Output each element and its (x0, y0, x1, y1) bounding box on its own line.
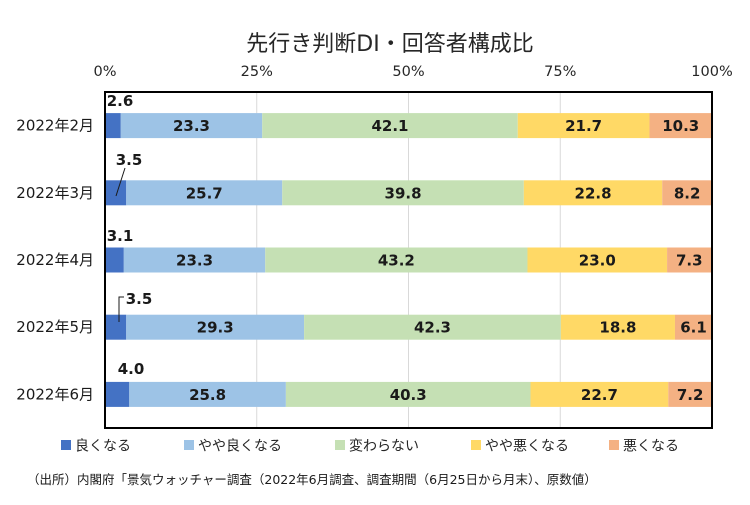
data-label: 4.0 (118, 360, 145, 378)
bar-segment (517, 113, 650, 139)
bar-segment (668, 381, 712, 407)
bar-segment (105, 381, 130, 407)
x-tick-label: 25% (241, 64, 273, 80)
legend-label: 良くなる (75, 439, 131, 455)
legend-swatch (471, 440, 481, 450)
leader-line (115, 167, 126, 197)
data-label: 3.5 (126, 290, 153, 308)
bar-segment (126, 314, 305, 340)
bar-segment (129, 381, 286, 407)
data-label: 6.1 (680, 319, 707, 337)
data-label: 10.3 (662, 117, 699, 135)
bar-segment (560, 314, 675, 340)
plot-area-border (104, 91, 713, 429)
data-label: 22.7 (581, 386, 618, 404)
bar-segment (282, 180, 524, 206)
data-label: 21.7 (565, 117, 602, 135)
bar-segment (265, 247, 528, 273)
source-footnote: （出所）内閣府「景気ウォッチャー調査（2022年6月調査、調査期間（6月25日か… (27, 472, 597, 487)
category-label: 2022年3月 (16, 184, 94, 202)
data-label: 3.5 (116, 151, 143, 169)
legend-swatch (61, 440, 71, 450)
category-label: 2022年5月 (16, 318, 94, 336)
bar-segment (262, 113, 518, 139)
x-tick-label: 0% (93, 64, 116, 80)
bar-segment (649, 113, 712, 139)
legend-swatch (335, 440, 345, 450)
bar-segment (105, 180, 127, 206)
data-label: 42.1 (371, 117, 408, 135)
bar-segment (105, 247, 124, 273)
x-axis-tick-labels: 0% 25% 50% 75% 100% (93, 64, 732, 80)
data-label: 18.8 (599, 319, 636, 337)
category-label: 2022年4月 (16, 251, 94, 269)
data-label: 2.6 (107, 92, 134, 110)
data-label: 23.3 (176, 252, 213, 270)
legend: 良くなる やや良くなる 変わらない やや悪くなる 悪くなる (61, 438, 679, 455)
bar-segment (126, 180, 283, 206)
category-label: 2022年2月 (16, 117, 94, 135)
legend-label: 変わらない (349, 438, 419, 455)
category-labels: 2022年2月 2022年3月 2022年4月 2022年5月 2022年6月 (16, 117, 94, 404)
data-label: 3.1 (107, 227, 134, 245)
legend-label: 悪くなる (623, 439, 679, 455)
data-label: 8.2 (674, 184, 701, 202)
legend-swatch (609, 440, 619, 450)
legend-swatch (184, 440, 194, 450)
chart-title: 先行き判断DI・回答者構成比 (246, 32, 533, 57)
data-label: 25.7 (186, 184, 223, 202)
legend-label: やや悪くなる (485, 439, 569, 455)
data-label: 43.2 (378, 252, 415, 270)
data-label: 40.3 (390, 386, 427, 404)
data-label: 42.3 (414, 319, 451, 337)
data-label: 23.3 (173, 117, 210, 135)
bar-segment (667, 247, 712, 273)
legend-label: やや良くなる (198, 439, 282, 455)
data-label: 22.8 (575, 184, 612, 202)
data-labels: 2.6 23.3 42.1 21.7 10.3 3.5 25.7 39.8 22.8 8.2 3.1… (107, 92, 707, 404)
bar-segment (120, 113, 263, 139)
bar-segment (527, 247, 668, 273)
x-tick-label: 100% (691, 64, 732, 80)
data-label: 29.3 (197, 319, 234, 337)
bar-segment (105, 314, 127, 340)
bar-segment (105, 113, 121, 139)
data-label: 23.0 (579, 252, 616, 270)
bar-segment (674, 314, 712, 340)
bar-segment (530, 381, 669, 407)
x-tick-label: 50% (392, 64, 424, 80)
data-label: 7.2 (677, 386, 704, 404)
bar-segment (304, 314, 561, 340)
bar-segment (523, 180, 663, 206)
bar-segment (285, 381, 531, 407)
category-label: 2022年6月 (16, 385, 94, 403)
leader-line (118, 296, 124, 322)
bar-segment (662, 180, 712, 206)
bar-segment (123, 247, 266, 273)
data-label: 39.8 (385, 184, 422, 202)
bar-segments (105, 113, 712, 407)
data-label: 25.8 (189, 386, 226, 404)
data-label: 7.3 (676, 252, 703, 270)
x-tick-label: 75% (544, 64, 576, 80)
